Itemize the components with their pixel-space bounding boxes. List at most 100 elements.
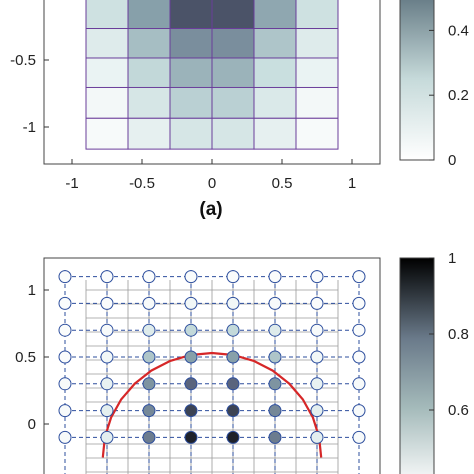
- panel-a-colorbar-tick-labels: 0 0.2 0.4: [429, 22, 469, 169]
- grid-point: [184, 377, 198, 391]
- heatmap-cell: [211, 57, 255, 90]
- heatmap-cell: [85, 86, 129, 119]
- grid-point: [226, 430, 240, 444]
- colorbar-tick-label: 0.8: [448, 326, 469, 343]
- panel-a: -1 -0.5 0 0.5 1 -0.5 -1 (a) 0 0.2 0.4: [10, 0, 469, 220]
- panel-a-x-tick-labels: -1 -0.5 0 0.5 1: [65, 159, 356, 192]
- heatmap-cell: [211, 117, 255, 150]
- grid-point: [352, 270, 366, 284]
- colorbar-tick-label: 0.4: [448, 22, 469, 39]
- heatmap-cell: [253, 28, 297, 60]
- grid-point: [352, 377, 366, 391]
- grid-point: [100, 430, 114, 444]
- panel-b-y-tick-labels: 10.50: [15, 282, 49, 433]
- heatmap-cell: [85, 0, 129, 30]
- heatmap-cell: [85, 57, 129, 90]
- heatmap-cell: [85, 117, 129, 150]
- heatmap-cell: [295, 86, 339, 119]
- grid-point: [310, 430, 324, 444]
- grid-point: [58, 404, 72, 418]
- panel-a-heatmap-cells: [85, 0, 339, 150]
- y-tick-label: -1: [23, 119, 36, 136]
- grid-point: [226, 270, 240, 284]
- grid-point: [310, 270, 324, 284]
- grid-point: [142, 430, 156, 444]
- heatmap-cell: [295, 28, 339, 60]
- grid-point: [268, 377, 282, 391]
- grid-point: [100, 296, 114, 310]
- panel-b-boundary-curve: [101, 351, 323, 458]
- grid-point: [352, 296, 366, 310]
- y-tick-label: 0.5: [15, 349, 36, 366]
- heatmap-cell: [211, 86, 255, 119]
- grid-point: [226, 296, 240, 310]
- heatmap-cell: [169, 86, 213, 119]
- x-tick-label: 1: [348, 175, 356, 192]
- y-tick-label: -0.5: [10, 52, 36, 69]
- grid-point: [184, 296, 198, 310]
- y-tick-label: 0: [28, 416, 36, 433]
- heatmap-cell: [169, 0, 213, 30]
- grid-point: [100, 350, 114, 364]
- grid-point: [100, 270, 114, 284]
- grid-point: [310, 296, 324, 310]
- heatmap-cell: [127, 86, 171, 119]
- grid-point: [310, 350, 324, 364]
- x-tick-label: 0: [208, 175, 216, 192]
- grid-point: [268, 404, 282, 418]
- heatmap-cell: [253, 0, 297, 30]
- grid-point: [268, 430, 282, 444]
- heatmap-cell: [127, 0, 171, 30]
- heatmap-cell: [127, 57, 171, 90]
- panel-b: 10.50 1 0.8 0.6: [15, 250, 469, 474]
- grid-point: [352, 323, 366, 337]
- panel-a-colorbar: [399, 0, 435, 161]
- grid-point: [58, 430, 72, 444]
- grid-point: [100, 323, 114, 337]
- grid-point: [226, 404, 240, 418]
- grid-point: [58, 350, 72, 364]
- grid-point: [352, 350, 366, 364]
- grid-point: [100, 377, 114, 391]
- grid-point: [310, 323, 324, 337]
- grid-point: [142, 270, 156, 284]
- grid-point: [142, 323, 156, 337]
- grid-point: [226, 377, 240, 391]
- grid-point: [184, 323, 198, 337]
- grid-point: [268, 350, 282, 364]
- heatmap-cell: [253, 86, 297, 119]
- heatmap-cell: [127, 117, 171, 150]
- heatmap-cell: [295, 117, 339, 150]
- grid-point: [184, 350, 198, 364]
- grid-point: [268, 270, 282, 284]
- colorbar-tick-label: 0: [448, 152, 456, 169]
- colorbar-tick-label: 0.2: [448, 87, 469, 104]
- heatmap-cell: [211, 28, 255, 60]
- grid-point: [226, 350, 240, 364]
- grid-point: [58, 323, 72, 337]
- panel-b-colorbar-tick-labels: 1 0.8 0.6: [429, 250, 469, 419]
- grid-point: [58, 270, 72, 284]
- grid-point: [352, 404, 366, 418]
- heatmap-cell: [253, 57, 297, 90]
- colorbar-tick-label: 0.6: [448, 402, 469, 419]
- grid-point: [142, 350, 156, 364]
- heatmap-cell: [169, 117, 213, 150]
- grid-point: [142, 296, 156, 310]
- grid-point: [58, 296, 72, 310]
- grid-point: [100, 404, 114, 418]
- x-tick-label: -0.5: [129, 175, 155, 192]
- grid-point: [268, 296, 282, 310]
- heatmap-cell: [211, 0, 255, 30]
- x-tick-label: -1: [65, 175, 78, 192]
- heatmap-cell: [127, 28, 171, 60]
- heatmap-cell: [169, 28, 213, 60]
- panel-a-label: (a): [199, 199, 222, 220]
- heatmap-cell: [85, 28, 129, 60]
- colorbar-tick-label: 1: [448, 250, 456, 267]
- grid-point: [142, 404, 156, 418]
- panel-a-y-tick-labels: -0.5 -1: [10, 52, 49, 136]
- x-tick-label: 0.5: [272, 175, 293, 192]
- grid-point: [142, 377, 156, 391]
